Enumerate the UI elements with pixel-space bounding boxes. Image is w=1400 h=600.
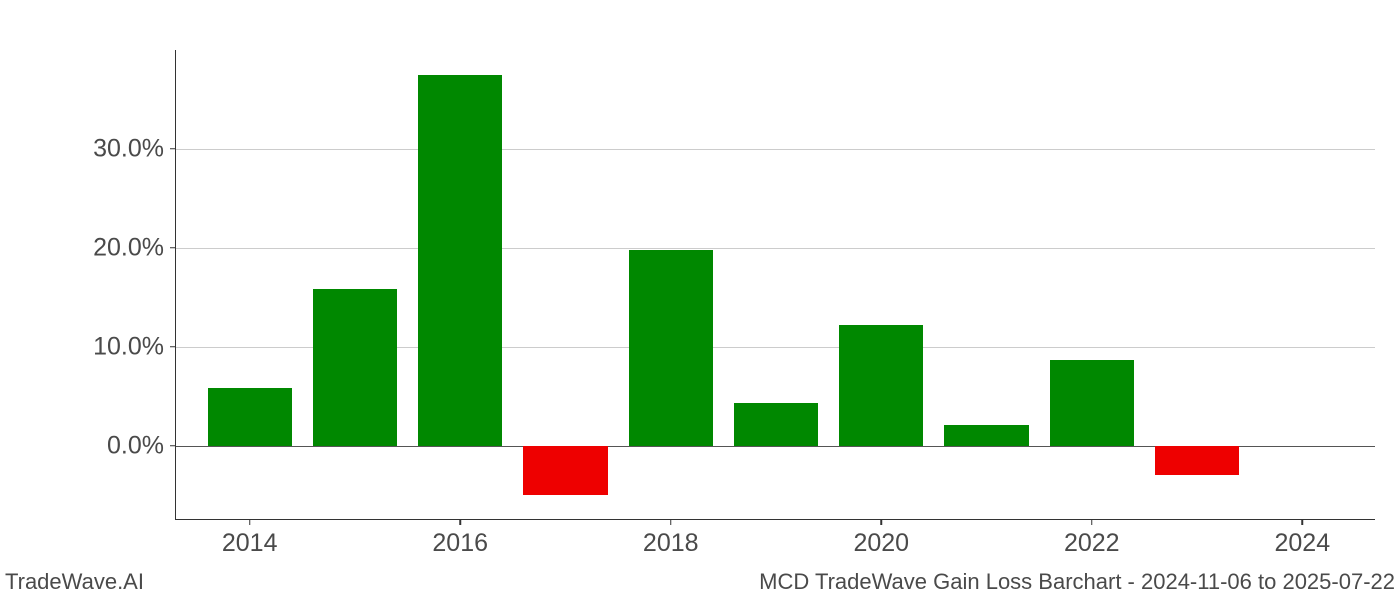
plot-area: 0.0%10.0%20.0%30.0%201420162018202020222…	[175, 50, 1375, 520]
bar	[734, 403, 818, 446]
x-tick-label: 2024	[1275, 529, 1331, 558]
y-tick-label: 30.0%	[93, 134, 164, 163]
y-tick-label: 10.0%	[93, 332, 164, 361]
y-tick-mark	[170, 346, 176, 348]
x-tick-label: 2014	[222, 529, 278, 558]
gridline	[176, 149, 1375, 150]
y-tick-label: 0.0%	[107, 431, 164, 460]
bar	[944, 425, 1028, 446]
y-tick-label: 20.0%	[93, 233, 164, 262]
x-tick-label: 2016	[432, 529, 488, 558]
bar	[629, 250, 713, 446]
x-tick-label: 2022	[1064, 529, 1120, 558]
footer-right: MCD TradeWave Gain Loss Barchart - 2024-…	[759, 569, 1395, 595]
x-tick-mark	[1302, 519, 1304, 525]
chart-container: 0.0%10.0%20.0%30.0%201420162018202020222…	[175, 50, 1375, 520]
bar	[839, 325, 923, 446]
x-tick-mark	[670, 519, 672, 525]
bar	[523, 446, 607, 495]
y-tick-mark	[170, 247, 176, 249]
x-tick-mark	[881, 519, 883, 525]
bar	[418, 75, 502, 446]
y-tick-mark	[170, 445, 176, 447]
footer-left: TradeWave.AI	[5, 569, 144, 595]
bar	[1050, 360, 1134, 446]
x-tick-mark	[1091, 519, 1093, 525]
x-tick-label: 2020	[853, 529, 909, 558]
bar	[313, 289, 397, 445]
y-tick-mark	[170, 148, 176, 150]
x-tick-mark	[459, 519, 461, 525]
gridline	[176, 248, 1375, 249]
bar	[1155, 446, 1239, 476]
x-tick-mark	[249, 519, 251, 525]
x-tick-label: 2018	[643, 529, 699, 558]
bar	[208, 388, 292, 445]
